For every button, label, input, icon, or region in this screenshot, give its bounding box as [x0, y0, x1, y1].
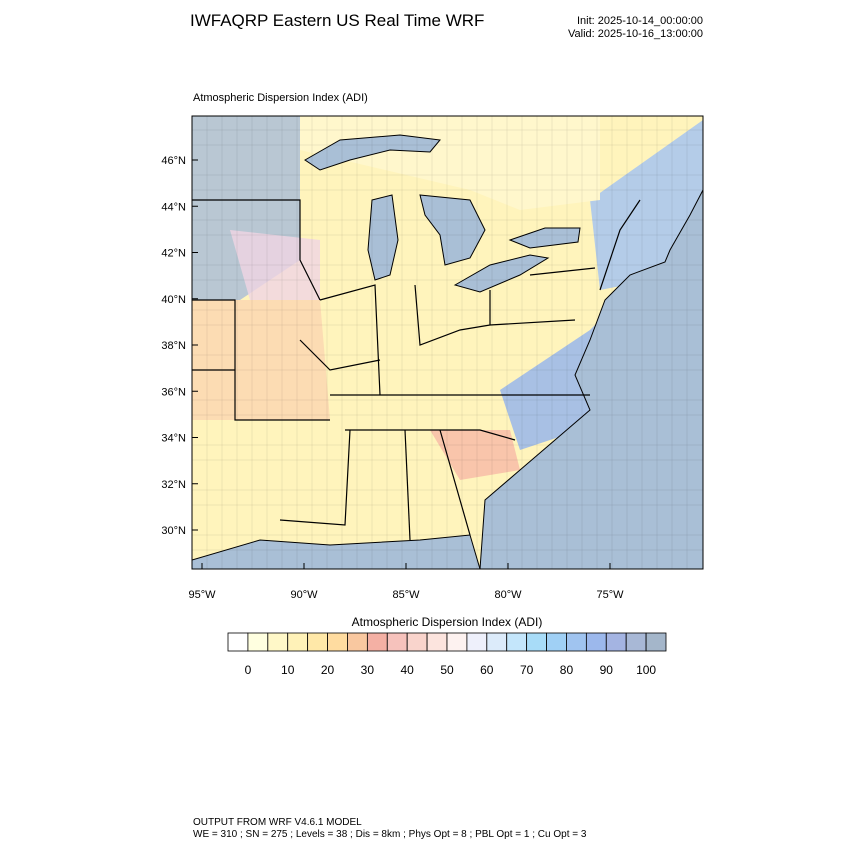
- colorbar-label: 70: [520, 663, 534, 677]
- map-frame: [191, 115, 704, 570]
- footer-line: WE = 310 ; SN = 275 ; Levels = 38 ; Dis …: [193, 829, 587, 840]
- map-title: Atmospheric Dispersion Index (ADI): [193, 92, 368, 104]
- gulf-of-mexico: [192, 534, 481, 569]
- colorbar-box: [287, 632, 309, 652]
- lat-label: 42°N: [161, 248, 186, 260]
- colorbar-label: 10: [281, 663, 295, 677]
- main-title: IWFAQRP Eastern US Real Time WRF: [190, 11, 484, 30]
- colorbar-box: [466, 632, 488, 652]
- lon-label: 80°W: [494, 589, 522, 601]
- colorbar-box: [347, 632, 368, 652]
- lon-label: 90°W: [290, 589, 318, 601]
- colorbar-box: [546, 632, 567, 652]
- colorbar-box: [605, 632, 627, 652]
- colorbar-label: 50: [440, 663, 454, 677]
- lat-label: 30°N: [161, 525, 186, 537]
- lat-label: 32°N: [161, 479, 186, 491]
- map: [191, 115, 704, 570]
- colorbar-box: [426, 632, 448, 652]
- lake-superior: [304, 134, 441, 171]
- region: [230, 230, 320, 300]
- colorbar-label: 60: [480, 663, 494, 677]
- lon-label: 95°W: [188, 589, 216, 601]
- lat-label: 46°N: [161, 155, 186, 167]
- colorbar-label: 80: [560, 663, 574, 677]
- colorbar-box: [406, 632, 428, 652]
- lon-label: 85°W: [392, 589, 420, 601]
- state-borders: [192, 199, 641, 541]
- colorbar: 0 10 20 30 40 50 60 70 80 90 100: [227, 632, 667, 677]
- lat-label: 36°N: [161, 386, 186, 398]
- colorbar-label: 40: [401, 663, 415, 677]
- lake-huron: [419, 194, 486, 266]
- colorbar-label: 30: [361, 663, 375, 677]
- map-axes: 46°N 44°N 42°N 40°N 38°N 36°N 34°N 32°N 30°N 95°W…: [161, 155, 624, 601]
- county-grid: [192, 116, 703, 569]
- lon-label: 75°W: [596, 589, 624, 601]
- lake-michigan: [367, 194, 399, 281]
- lat-label: 34°N: [161, 433, 186, 445]
- colorbar-label: 20: [321, 663, 335, 677]
- lat-label: 38°N: [161, 340, 186, 352]
- colorbar-box: [446, 632, 468, 652]
- lat-label: 40°N: [161, 294, 186, 306]
- colorbar-label: 0: [245, 663, 252, 677]
- colorbar-box: [625, 632, 647, 652]
- init-time: Init: 2025-10-14_00:00:00: [577, 15, 703, 27]
- colorbar-box: [486, 632, 508, 652]
- colorbar-box: [366, 632, 388, 652]
- valid-time: Valid: 2025-10-16_13:00:00: [568, 28, 703, 40]
- lake-ontario: [508, 227, 581, 249]
- colorbar-box: [267, 632, 289, 652]
- colorbar-box: [227, 632, 249, 652]
- colorbar-box: [506, 632, 528, 652]
- atlantic-ocean: [479, 189, 703, 569]
- lake-erie: [453, 254, 550, 293]
- colorbar-box: [386, 632, 408, 652]
- colorbar-box: [645, 632, 667, 652]
- colorbar-title: Atmospheric Dispersion Index (ADI): [352, 615, 543, 629]
- colorbar-box: [566, 632, 587, 652]
- colorbar-label: 90: [600, 663, 614, 677]
- footer-line: OUTPUT FROM WRF V4.6.1 MODEL: [193, 817, 362, 828]
- colorbar-box: [585, 632, 607, 652]
- lat-label: 44°N: [161, 201, 186, 213]
- region: [192, 300, 330, 420]
- colorbar-box: [307, 632, 328, 652]
- region: [430, 430, 520, 480]
- colorbar-box: [526, 632, 547, 652]
- colorbar-box: [247, 632, 269, 652]
- colorbar-label: 100: [636, 663, 656, 677]
- colorbar-box: [327, 632, 348, 652]
